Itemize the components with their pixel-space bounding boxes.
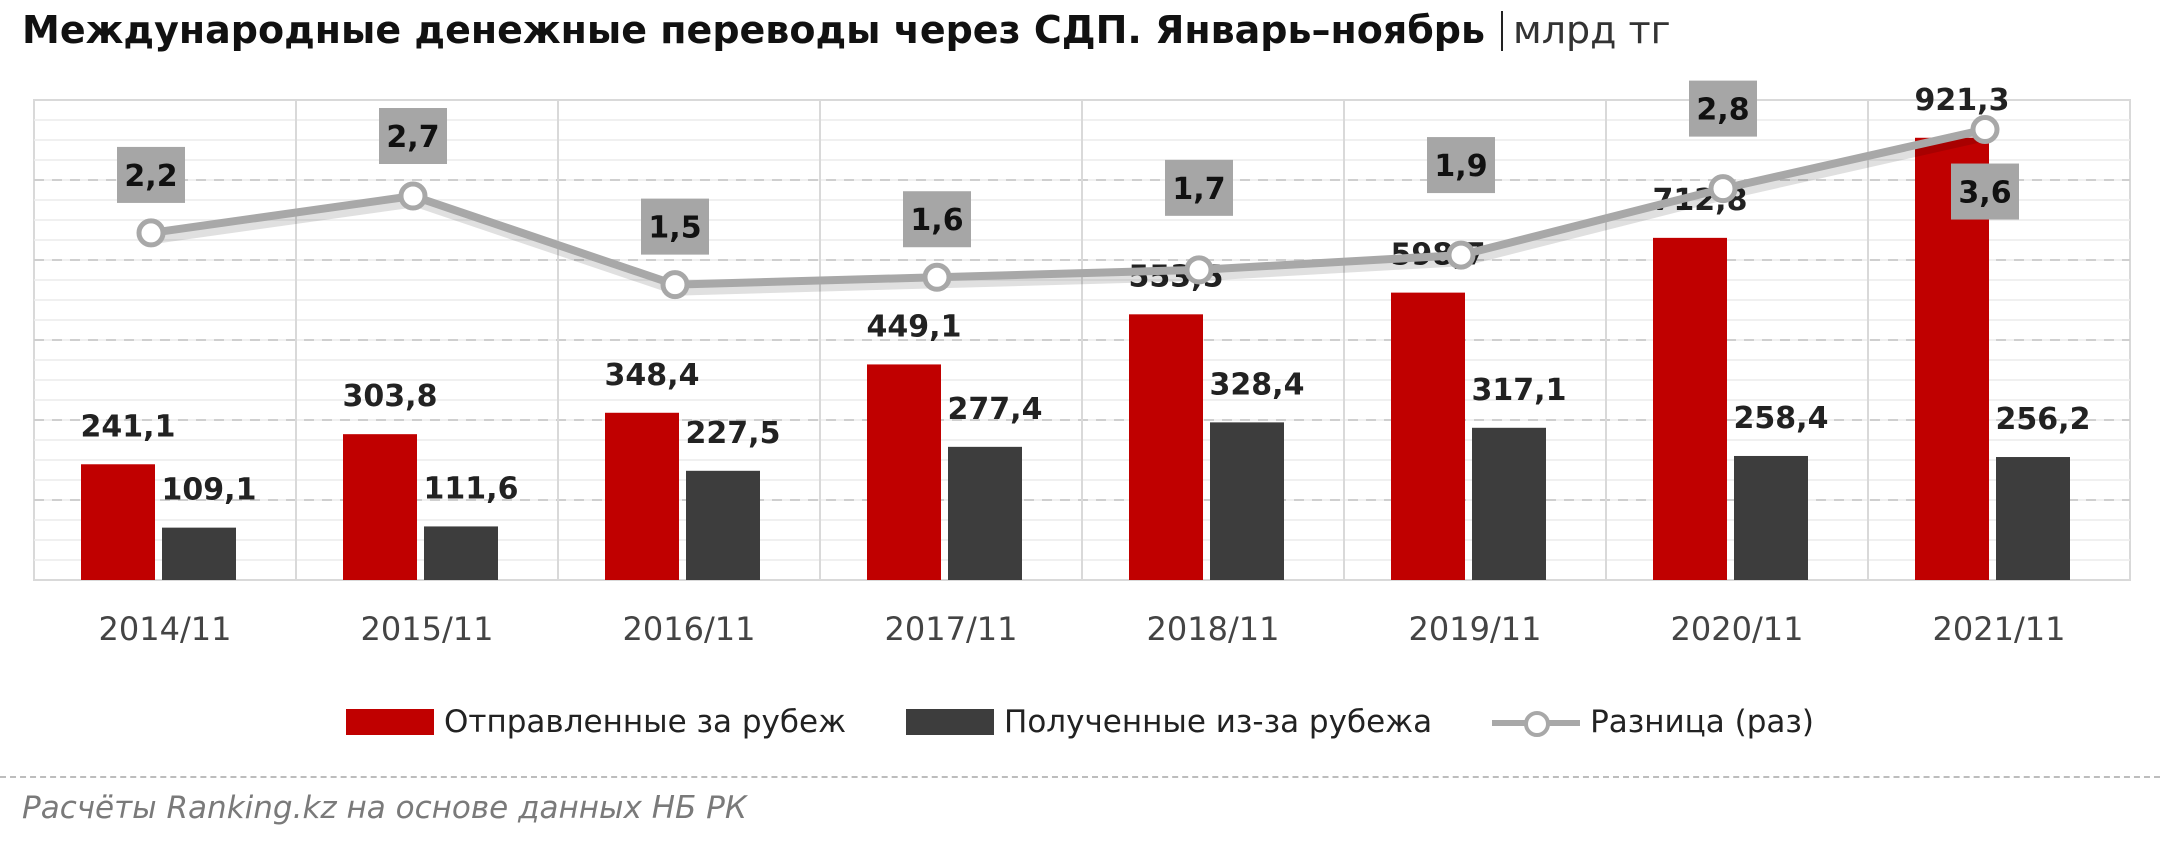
data-label-sent: 241,1: [81, 409, 176, 444]
legend-label-ratio: Разница (раз): [1590, 704, 1814, 740]
bar-received: [686, 470, 760, 580]
chart-plot: 241,1 109,1 2014/11 303,8 111,6 2015/11 348,4 2…: [33, 80, 2131, 648]
ratio-label-box: [903, 191, 971, 248]
legend-label-sent: Отправленные за рубеж: [444, 704, 847, 740]
bar-received: [162, 527, 236, 580]
x-tick-label: 2017/11: [885, 610, 1018, 648]
data-label-sent: 449,1: [867, 309, 962, 344]
ratio-marker: [136, 218, 166, 248]
legend-item-received: Полученные из-за рубежа: [906, 704, 1432, 740]
data-label-sent: 303,8: [343, 379, 438, 414]
bar-received: [424, 526, 498, 580]
data-label-sent: 348,4: [605, 358, 700, 393]
chart-legend: Отправленные за рубеж Полученные из-за р…: [0, 702, 2160, 742]
data-label-received: 109,1: [162, 473, 257, 508]
legend-swatch-sent: [346, 709, 435, 735]
title-separator: [1501, 11, 1504, 51]
ratio-label-box: [117, 146, 185, 203]
data-label-sent: 921,3: [1915, 83, 2010, 118]
x-tick-label: 2015/11: [361, 610, 494, 648]
ratio-label-box: [641, 198, 709, 255]
ratio-label-box: [1427, 137, 1495, 194]
ratio-marker: [922, 262, 952, 292]
chart-unit: млрд тг: [1513, 8, 1671, 52]
ratio-label: 3,6: [1958, 176, 2011, 211]
x-tick-label: 2016/11: [623, 610, 756, 648]
x-tick-label: 2014/11: [99, 610, 232, 648]
bar-sent: [867, 364, 941, 580]
bar-sent: [1653, 237, 1727, 580]
data-label-received: 227,5: [686, 416, 781, 451]
ratio-marker: [398, 181, 428, 211]
data-label-received: 328,4: [1210, 367, 1305, 402]
data-label-received: 317,1: [1472, 373, 1567, 408]
ratio-marker: [660, 270, 690, 300]
bar-sent: [1391, 292, 1465, 580]
ratio-marker: [1970, 115, 2000, 145]
data-label-received: 277,4: [948, 392, 1043, 427]
ratio-label: 1,6: [910, 203, 963, 238]
ratio-label: 1,7: [1172, 172, 1225, 207]
legend-label-received: Полученные из-за рубежа: [1004, 704, 1433, 740]
legend-item-sent: Отправленные за рубеж: [346, 704, 846, 740]
chart-title: Международные денежные переводы через СД…: [22, 8, 1671, 52]
ratio-label: 2,7: [386, 120, 439, 155]
ratio-label: 1,9: [1434, 149, 1487, 184]
ratio-label-box: [1689, 80, 1757, 137]
data-label-received: 256,2: [1996, 402, 2091, 437]
source-note: Расчёты Ranking.kz на основе данных НБ Р…: [22, 790, 747, 826]
bar-sent: [605, 412, 679, 580]
ratio-label: 2,2: [124, 159, 177, 194]
bar-received: [1472, 427, 1546, 580]
data-label-received: 258,4: [1734, 401, 1829, 436]
bar-received: [1734, 455, 1808, 580]
ratio-label-box: [379, 108, 447, 164]
x-tick-label: 2020/11: [1671, 610, 1804, 648]
x-tick-label: 2021/11: [1933, 610, 2066, 648]
bar-sent: [1129, 314, 1203, 580]
x-tick-label: 2019/11: [1409, 610, 1542, 648]
chart-title-main: Международные денежные переводы через СД…: [22, 8, 1486, 52]
bar-received: [1996, 457, 2070, 580]
legend-swatch-received: [906, 709, 995, 735]
ratio-label: 2,8: [1696, 93, 1749, 128]
ratio-label-box: [1165, 159, 1233, 216]
bar-sent: [343, 434, 417, 580]
bar-sent: [81, 464, 155, 580]
bar-received: [948, 446, 1022, 580]
data-label-received: 111,6: [424, 471, 519, 506]
ratio-marker: [1184, 255, 1214, 285]
x-tick-label: 2018/11: [1147, 610, 1280, 648]
ratio-label: 1,5: [648, 211, 701, 246]
legend-item-ratio: Разница (раз): [1492, 704, 1814, 740]
ratio-line: [150, 125, 1986, 289]
footer-divider: [0, 776, 2160, 778]
ratio-marker: [1708, 174, 1738, 204]
ratio-label-box: [1951, 163, 2019, 220]
ratio-marker: [1446, 240, 1476, 270]
legend-swatch-ratio: [1492, 709, 1581, 737]
bar-received: [1210, 422, 1284, 580]
